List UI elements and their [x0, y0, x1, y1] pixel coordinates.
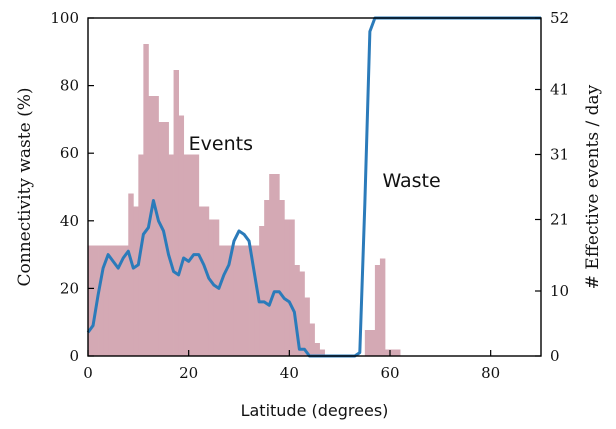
event-bar [395, 349, 401, 356]
event-bar [254, 245, 260, 356]
right-y-tick-label: 41 [550, 81, 569, 99]
event-bar [233, 245, 240, 356]
event-bar [314, 343, 320, 356]
right-y-tick-label: 31 [550, 146, 569, 164]
events-histogram [88, 44, 401, 356]
event-bar [379, 258, 386, 356]
x-tick-label: 40 [280, 364, 299, 382]
event-bar [118, 245, 124, 356]
event-bar [319, 349, 325, 356]
event-bar [133, 206, 139, 356]
right-y-tick-label: 0 [550, 347, 560, 365]
event-bar [244, 245, 250, 356]
left-y-tick-label: 20 [60, 279, 79, 297]
right-y-tick-label: 10 [550, 282, 569, 300]
left-y-axis-ticks: 0 20 40 60 80 100 [50, 9, 94, 365]
event-bar [284, 219, 290, 356]
event-bar [173, 70, 179, 356]
left-y-tick-label: 100 [50, 9, 79, 27]
event-bar [168, 154, 174, 356]
event-bar [128, 193, 134, 356]
x-tick-label: 0 [83, 364, 93, 382]
left-y-tick-label: 40 [60, 212, 79, 230]
event-bar [364, 330, 371, 356]
event-bar [239, 245, 245, 356]
event-bar [98, 245, 104, 356]
event-bar [309, 323, 315, 356]
event-bar [304, 297, 310, 356]
event-bar [218, 245, 225, 356]
event-bar [279, 200, 285, 356]
event-bar [208, 219, 215, 356]
event-bar [198, 206, 205, 356]
event-bar [390, 349, 396, 356]
event-bar [299, 271, 305, 356]
event-bar [153, 96, 159, 356]
event-bar [113, 245, 119, 356]
event-bar [228, 245, 235, 356]
event-bar [249, 245, 255, 356]
event-bar [88, 245, 94, 356]
event-bar [103, 245, 109, 356]
left-y-tick-label: 60 [60, 144, 79, 162]
event-bar [269, 174, 275, 356]
right-y-axis-title: # Effective events / day [583, 84, 603, 289]
event-bar [223, 245, 230, 356]
x-tick-label: 20 [179, 364, 198, 382]
event-bar [289, 219, 295, 356]
x-axis-ticks: 0 20 40 60 80 [83, 350, 500, 382]
event-bar [369, 330, 376, 356]
event-bar [259, 226, 265, 356]
event-bar [264, 200, 270, 356]
left-y-tick-label: 80 [60, 77, 79, 95]
event-bar [384, 349, 391, 356]
x-tick-label: 60 [380, 364, 399, 382]
right-y-tick-label: 52 [550, 9, 569, 27]
right-y-tick-label: 21 [550, 211, 569, 229]
event-bar [178, 115, 185, 356]
waste-annotation: Waste [382, 170, 440, 192]
event-bar [148, 96, 154, 356]
event-bar [123, 245, 129, 356]
event-bar [143, 44, 149, 356]
events-annotation: Events [189, 133, 253, 155]
event-bar [183, 154, 190, 356]
right-y-axis-ticks: 0 10 21 31 41 52 [535, 9, 569, 365]
event-bar [158, 122, 164, 356]
x-tick-label: 80 [481, 364, 500, 382]
left-y-tick-label: 0 [69, 347, 79, 365]
event-bar [374, 265, 381, 356]
event-bar [108, 245, 114, 356]
event-bar [294, 265, 300, 356]
left-y-axis-title: Connectivity waste (%) [15, 88, 35, 287]
plot-frame [87, 17, 542, 357]
event-bar [203, 206, 210, 356]
x-axis-title: Latitude (degrees) [241, 401, 389, 420]
event-bar [274, 174, 280, 356]
